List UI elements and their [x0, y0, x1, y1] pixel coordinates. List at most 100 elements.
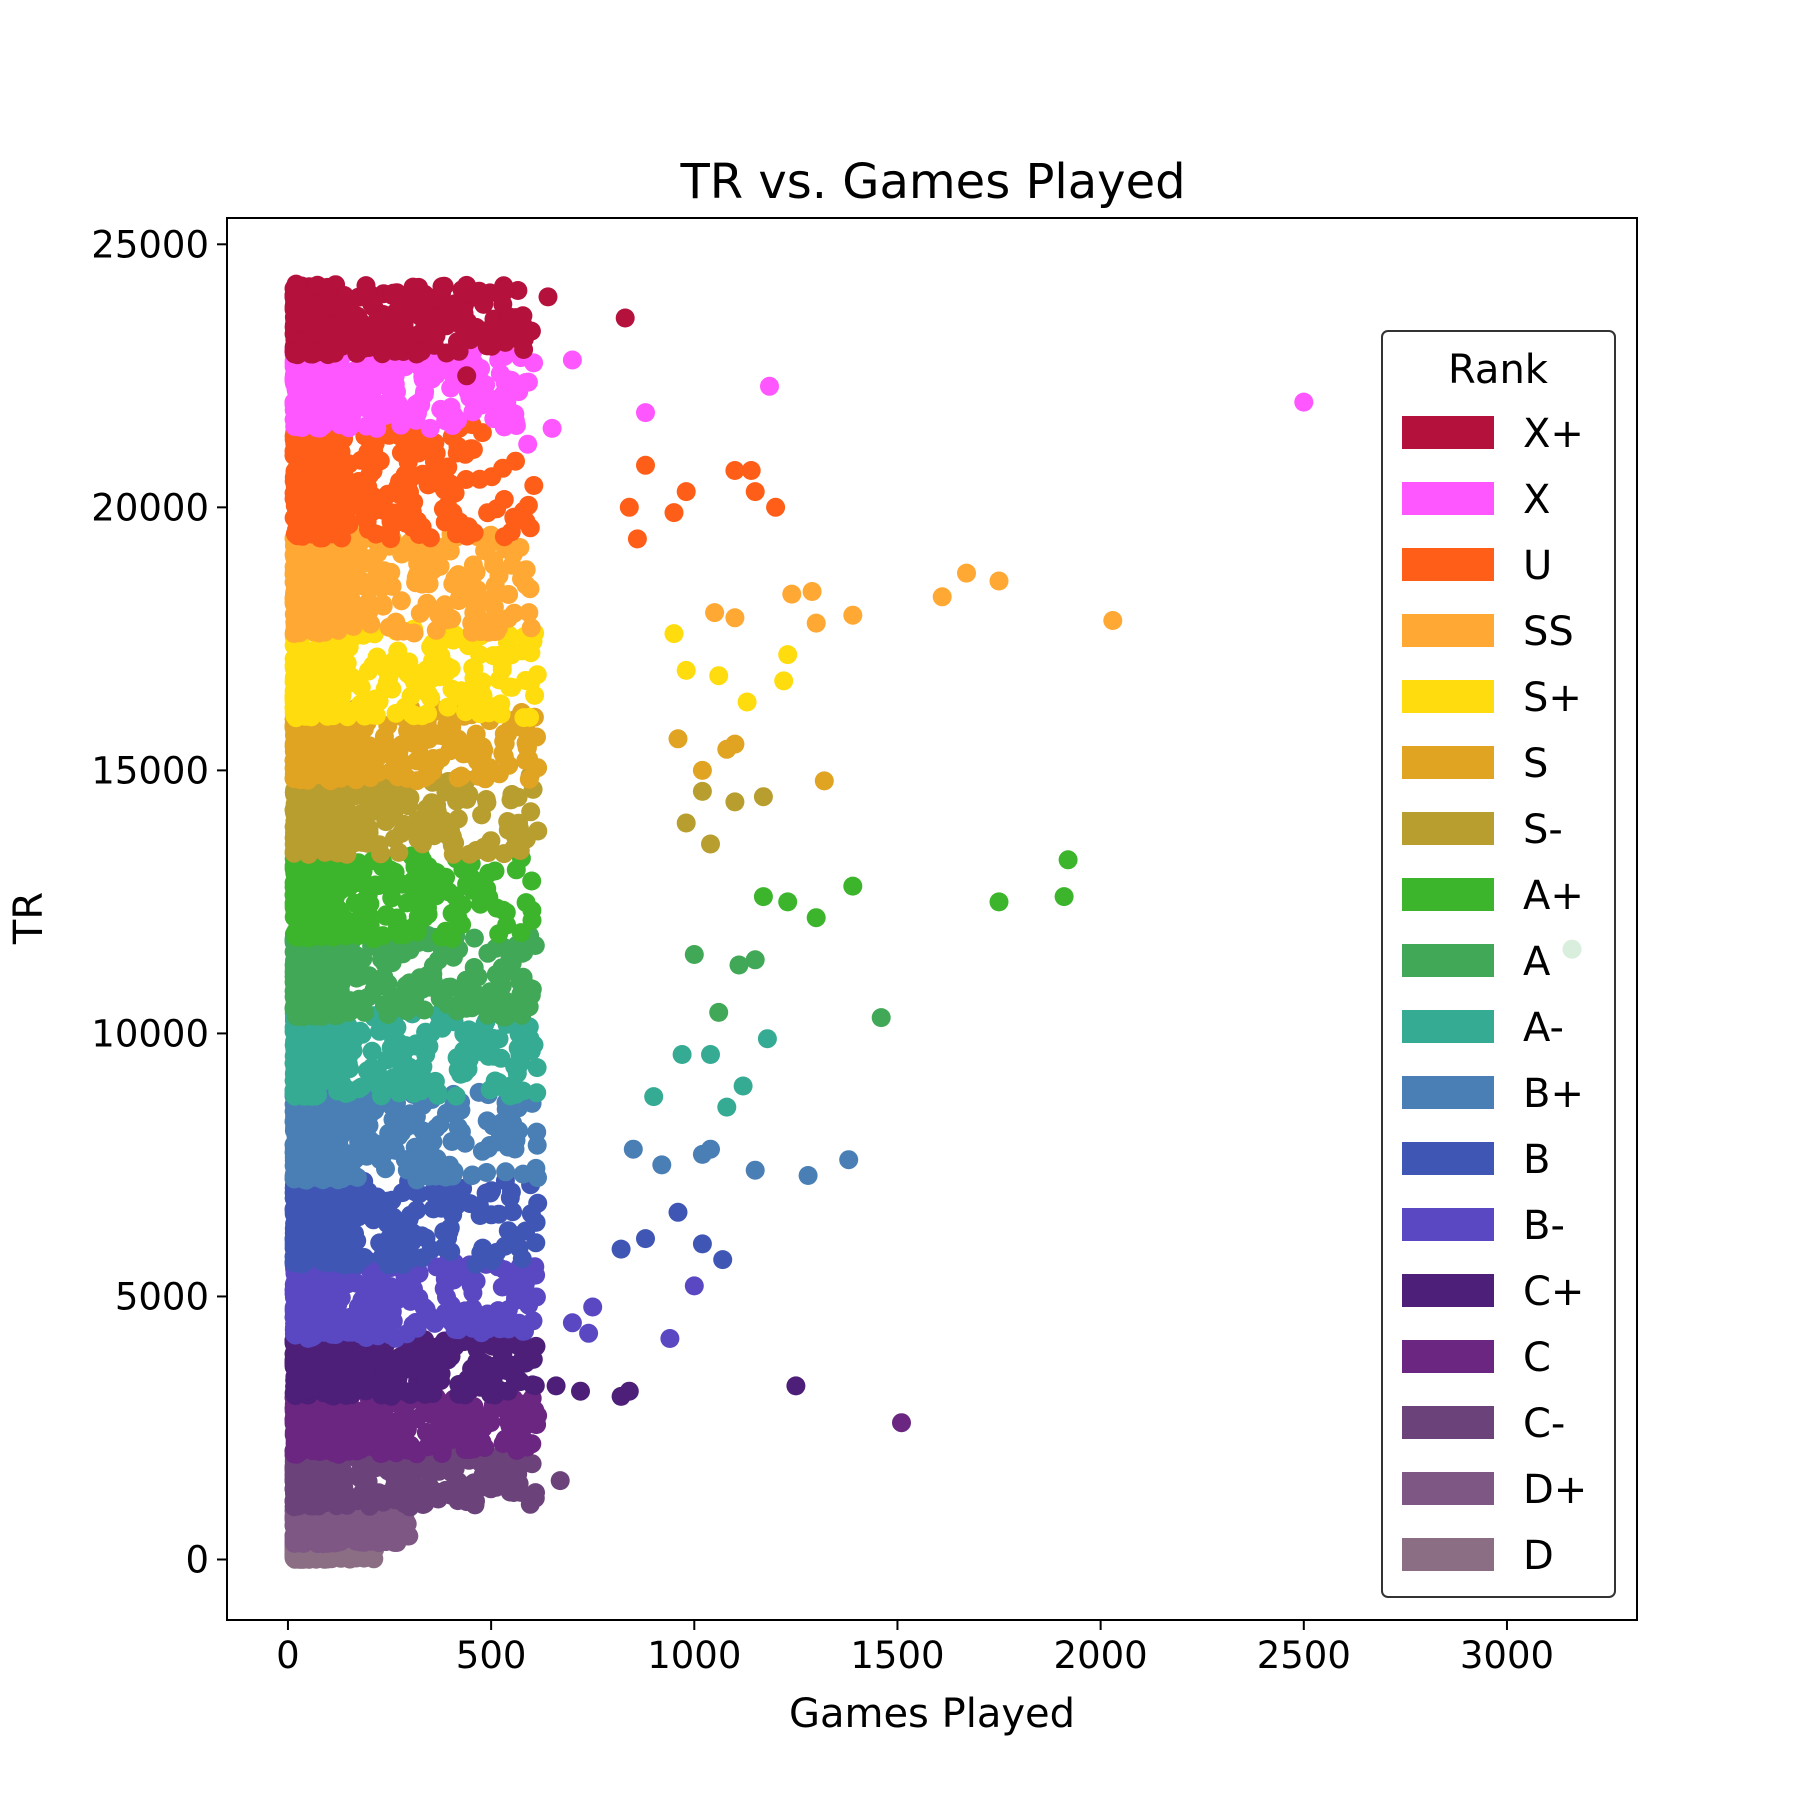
data-point: [397, 1324, 417, 1344]
data-point: [398, 664, 418, 684]
data-point: [421, 1240, 441, 1260]
data-point: [463, 1318, 483, 1338]
data-point: [328, 1110, 348, 1130]
data-point: [525, 1376, 545, 1396]
data-point: [522, 910, 542, 930]
data-point: [285, 657, 305, 677]
data-point-outlier: [1054, 887, 1074, 907]
data-point: [370, 1021, 390, 1041]
data-point-outlier: [892, 1413, 911, 1433]
data-point-outlier: [843, 605, 863, 625]
data-point: [318, 1267, 338, 1287]
data-point: [314, 1211, 334, 1231]
data-point: [480, 1080, 500, 1100]
data-point: [513, 1394, 533, 1414]
data-point: [375, 1360, 394, 1380]
data-point: [513, 1321, 533, 1341]
data-point: [306, 1158, 326, 1178]
data-point: [457, 1433, 476, 1453]
data-point: [401, 686, 421, 706]
data-point: [371, 1285, 391, 1305]
data-point: [405, 1137, 425, 1157]
data-point: [308, 1527, 328, 1547]
data-point: [521, 643, 541, 663]
data-point-outlier: [843, 876, 863, 896]
data-point: [324, 1028, 344, 1047]
data-point: [439, 1222, 459, 1242]
data-point: [445, 569, 465, 588]
data-point: [351, 751, 371, 771]
data-point: [350, 1468, 369, 1488]
data-point: [305, 1430, 325, 1450]
data-point-outlier: [644, 1087, 664, 1107]
data-point: [323, 646, 343, 666]
data-point: [443, 844, 463, 864]
data-point-outlier: [932, 587, 952, 607]
data-point-outlier: [692, 781, 712, 801]
data-point-outlier: [733, 1076, 753, 1096]
data-point: [293, 1374, 313, 1394]
data-point: [527, 1058, 547, 1078]
data-point: [308, 1366, 328, 1386]
series-B: [284, 1171, 733, 1275]
data-point: [308, 702, 328, 722]
data-point: [360, 572, 380, 592]
data-point: [395, 1524, 415, 1544]
data-point: [506, 1084, 526, 1104]
data-point-outlier: [636, 1229, 655, 1249]
data-point-outlier: [684, 1276, 704, 1296]
data-point: [427, 863, 446, 882]
data-point: [502, 953, 522, 973]
data-point: [381, 1386, 401, 1406]
data-point: [522, 871, 542, 891]
data-point: [391, 823, 411, 843]
data-point-outlier: [989, 571, 1009, 591]
data-point: [401, 542, 421, 562]
data-point: [424, 812, 444, 831]
data-point: [407, 1200, 427, 1220]
data-point-outlier: [806, 908, 826, 928]
data-point: [356, 1328, 376, 1347]
data-point: [423, 1183, 442, 1203]
data-point-outlier: [668, 729, 688, 749]
data-point: [324, 796, 344, 816]
data-point: [478, 1029, 498, 1049]
data-point: [285, 615, 305, 635]
data-point: [498, 1300, 518, 1320]
data-point-outlier: [676, 660, 696, 680]
data-point: [442, 1429, 462, 1449]
data-point: [492, 994, 512, 1014]
data-point-outlier: [871, 1008, 891, 1028]
data-point: [499, 1129, 519, 1149]
data-point: [477, 793, 497, 813]
data-point: [371, 844, 391, 864]
data-point: [460, 1194, 480, 1214]
data-point-outlier: [717, 739, 737, 759]
data-point: [501, 1270, 521, 1290]
data-point: [462, 568, 482, 587]
data-point: [365, 1100, 385, 1120]
data-point: [332, 1418, 352, 1438]
data-point: [418, 684, 438, 704]
data-point: [392, 1408, 412, 1428]
data-point: [407, 1409, 427, 1429]
data-point: [300, 1141, 319, 1161]
data-point-outlier: [571, 1381, 590, 1401]
data-point-outlier: [839, 1150, 859, 1170]
data-point-outlier: [753, 787, 773, 807]
data-point: [496, 1162, 516, 1182]
data-point: [408, 907, 428, 927]
data-point: [492, 660, 512, 680]
data-point: [369, 691, 389, 711]
data-point: [506, 860, 526, 880]
data-point: [293, 1200, 313, 1220]
data-point: [385, 1140, 405, 1160]
data-point: [451, 766, 471, 786]
data-point: [379, 1239, 399, 1259]
data-point: [463, 869, 482, 889]
data-point: [326, 999, 346, 1019]
data-point: [383, 1311, 403, 1331]
data-point-outlier: [546, 1376, 566, 1396]
data-point: [513, 1164, 533, 1184]
data-point: [331, 592, 351, 612]
